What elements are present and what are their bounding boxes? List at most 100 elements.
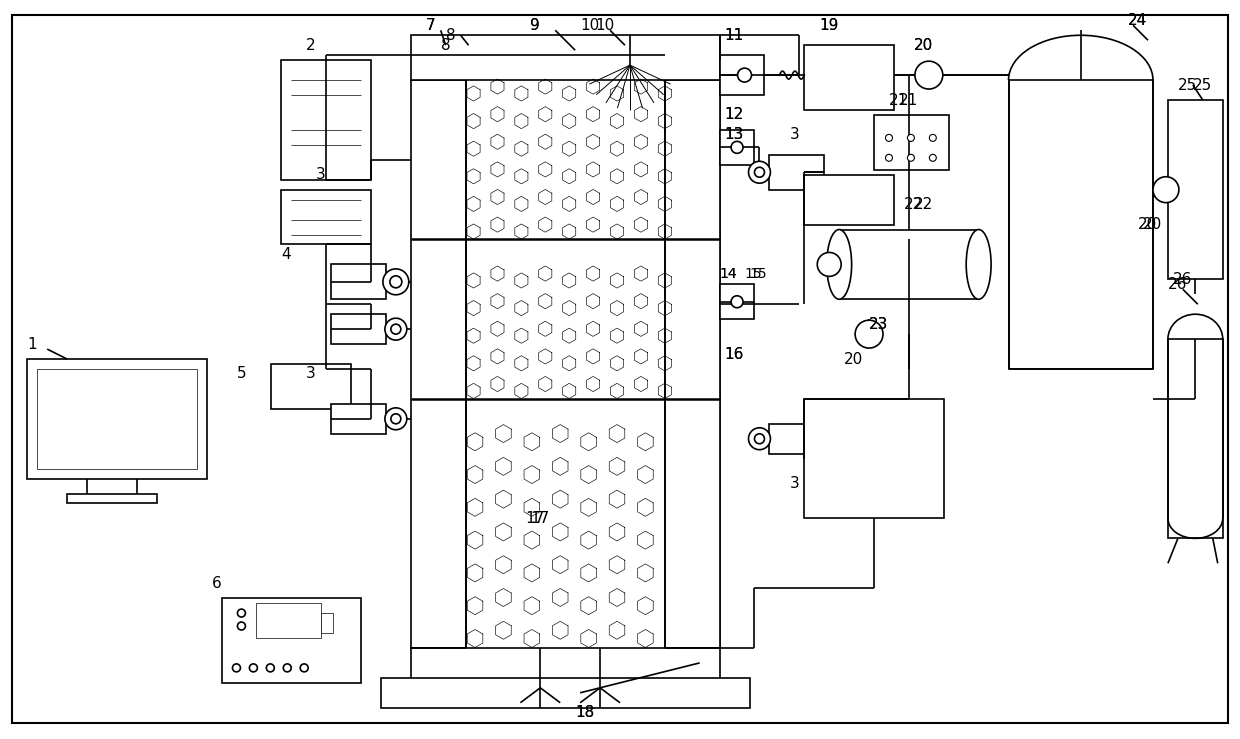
Circle shape: [915, 61, 942, 89]
Circle shape: [732, 296, 743, 307]
Bar: [805, 45, 894, 110]
Circle shape: [389, 276, 402, 287]
Bar: [410, 648, 719, 688]
Text: 17: 17: [526, 511, 544, 526]
Text: 10: 10: [580, 18, 599, 33]
Text: 20: 20: [1143, 217, 1162, 232]
Bar: [770, 423, 825, 454]
Bar: [665, 80, 719, 648]
Text: 16: 16: [724, 347, 744, 361]
Text: 15: 15: [744, 268, 763, 282]
Text: 18: 18: [575, 705, 594, 721]
Text: 13: 13: [724, 127, 744, 143]
Circle shape: [267, 664, 274, 672]
Bar: [665, 80, 719, 648]
Text: 25: 25: [1178, 78, 1197, 92]
Text: 23: 23: [869, 317, 888, 332]
Text: 3: 3: [306, 367, 316, 381]
Text: 18: 18: [575, 705, 594, 721]
Text: 3: 3: [790, 476, 799, 491]
Circle shape: [1153, 177, 1179, 202]
Text: 22: 22: [914, 197, 934, 212]
Circle shape: [391, 324, 401, 334]
Text: 13: 13: [724, 127, 744, 143]
Bar: [321, 613, 334, 633]
Bar: [770, 154, 825, 190]
Bar: [719, 130, 754, 165]
Text: 20: 20: [914, 38, 934, 52]
Bar: [719, 285, 754, 319]
Text: 21: 21: [889, 92, 908, 107]
Text: 24: 24: [1128, 13, 1147, 28]
Circle shape: [283, 664, 291, 672]
Text: 5: 5: [237, 367, 246, 381]
Bar: [1008, 80, 1153, 369]
Text: 12: 12: [724, 107, 744, 123]
Text: 14: 14: [719, 268, 738, 282]
Bar: [37, 369, 197, 469]
Bar: [410, 35, 719, 80]
Circle shape: [929, 134, 936, 141]
Bar: [1168, 100, 1223, 279]
Text: 17: 17: [531, 511, 549, 526]
Circle shape: [732, 141, 743, 153]
Text: 25: 25: [1193, 78, 1211, 92]
Circle shape: [908, 134, 914, 141]
Circle shape: [383, 269, 409, 295]
Text: 20: 20: [914, 38, 934, 52]
Circle shape: [856, 320, 883, 348]
Circle shape: [249, 664, 258, 672]
Text: 7: 7: [425, 18, 435, 33]
Text: 3: 3: [316, 167, 326, 183]
Text: 14: 14: [719, 268, 738, 282]
Circle shape: [232, 664, 241, 672]
Text: 8: 8: [445, 28, 455, 43]
Circle shape: [391, 414, 401, 423]
Ellipse shape: [966, 230, 991, 299]
Text: 12: 12: [724, 107, 744, 123]
Text: 3: 3: [790, 127, 799, 143]
Bar: [257, 603, 321, 638]
Bar: [272, 364, 351, 409]
Bar: [27, 359, 207, 479]
Ellipse shape: [827, 230, 852, 299]
Text: 24: 24: [1128, 13, 1147, 28]
Text: 1: 1: [27, 336, 37, 352]
Text: 16: 16: [724, 347, 744, 361]
Circle shape: [885, 154, 893, 161]
Circle shape: [817, 253, 841, 276]
Text: 9: 9: [531, 18, 541, 33]
Text: 21: 21: [899, 92, 918, 107]
Text: 11: 11: [724, 28, 744, 43]
Text: 7: 7: [425, 18, 435, 33]
Circle shape: [929, 154, 936, 161]
Circle shape: [237, 609, 246, 617]
Bar: [410, 80, 465, 648]
Bar: [331, 404, 386, 434]
Circle shape: [237, 622, 246, 630]
Circle shape: [754, 434, 764, 443]
Bar: [331, 265, 386, 299]
Circle shape: [384, 408, 407, 430]
Text: 19: 19: [820, 18, 838, 33]
Text: 19: 19: [820, 18, 838, 33]
Circle shape: [300, 664, 309, 672]
Text: 15: 15: [749, 268, 768, 282]
Bar: [67, 494, 156, 503]
Text: 20: 20: [1138, 217, 1157, 232]
Bar: [281, 190, 371, 245]
Bar: [410, 80, 465, 648]
Circle shape: [749, 428, 770, 450]
Bar: [381, 678, 749, 708]
Circle shape: [384, 319, 407, 340]
Text: 26: 26: [1173, 272, 1193, 287]
Bar: [222, 598, 361, 683]
Circle shape: [754, 167, 764, 177]
Bar: [1168, 339, 1223, 539]
Text: 9: 9: [531, 18, 541, 33]
Bar: [281, 60, 371, 180]
Text: 2: 2: [306, 38, 316, 52]
Bar: [805, 174, 894, 225]
Text: 10: 10: [595, 18, 614, 33]
Text: 20: 20: [844, 352, 863, 367]
